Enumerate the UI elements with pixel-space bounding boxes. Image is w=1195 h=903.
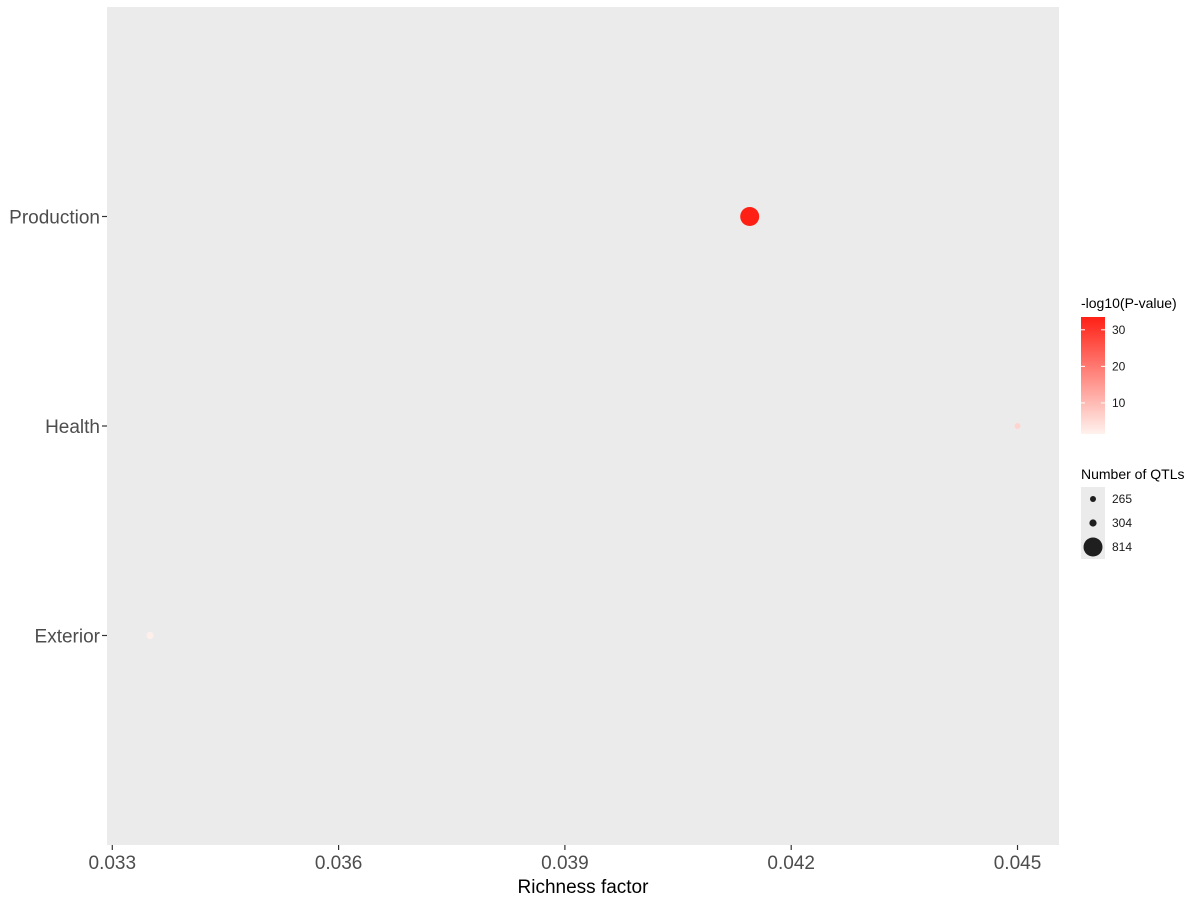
point-production	[740, 207, 760, 226]
size-legend-title: Number of QTLs	[1081, 466, 1184, 482]
color-legend-title: -log10(P-value)	[1081, 295, 1177, 311]
size-legend-keys: 265 304 814	[1081, 487, 1132, 559]
x-axis-title: Richness factor	[518, 877, 650, 898]
y-axis: Exterior Health Production	[9, 208, 107, 648]
data-points	[146, 207, 1021, 640]
x-tick-label: 0.042	[767, 853, 815, 874]
colorbar-ticks: 10 20 30	[1081, 323, 1126, 410]
colorbar-tick-label: 10	[1112, 396, 1126, 410]
y-tick-label-exterior: Exterior	[35, 627, 101, 648]
size-legend-label: 265	[1112, 492, 1132, 506]
size-legend-dot	[1083, 537, 1103, 557]
x-tick-label: 0.036	[315, 853, 363, 874]
color-legend: -log10(P-value) 10 20 30	[1081, 295, 1177, 434]
point-exterior	[146, 631, 154, 640]
x-tick-label: 0.033	[89, 853, 137, 874]
point-health	[1014, 423, 1021, 429]
colorbar	[1081, 317, 1105, 434]
y-tick-label-health: Health	[45, 417, 100, 438]
size-legend-label: 304	[1112, 516, 1132, 530]
size-legend: Number of QTLs 265 304 814	[1081, 466, 1184, 559]
colorbar-tick-label: 20	[1112, 359, 1126, 373]
x-axis: 0.033 0.036 0.039 0.042 0.045	[89, 845, 1042, 874]
plot-panel	[107, 7, 1059, 845]
x-tick-label: 0.045	[994, 853, 1042, 874]
size-legend-dot	[1089, 519, 1097, 527]
y-tick-label-production: Production	[9, 208, 100, 229]
colorbar-tick-label: 30	[1112, 323, 1126, 337]
size-legend-label: 814	[1112, 540, 1132, 554]
x-tick-label: 0.039	[541, 853, 589, 874]
size-legend-dot	[1090, 496, 1096, 502]
